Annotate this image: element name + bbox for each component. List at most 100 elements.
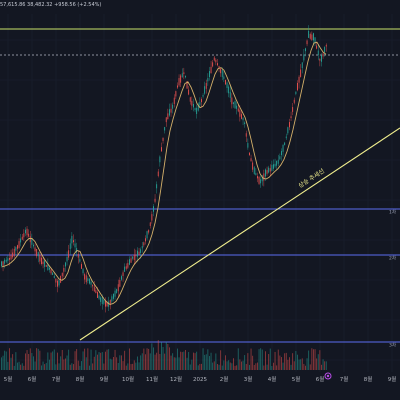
candle-body: [231, 97, 233, 105]
candle-body: [185, 75, 186, 78]
volume-bar: [269, 348, 271, 370]
volume-bar: [237, 348, 239, 370]
volume-bar: [212, 362, 214, 370]
x-axis-label: 2025: [193, 377, 207, 383]
candle-body: [301, 62, 303, 69]
volume-bar: [60, 356, 62, 370]
volume-bar: [44, 364, 46, 370]
volume-bar: [12, 354, 14, 370]
candle-body: [201, 99, 202, 103]
candle-body: [260, 179, 262, 184]
volume-bar: [89, 365, 90, 370]
candle-body: [10, 255, 12, 260]
event-marker-dot: [326, 374, 330, 378]
candle-body: [172, 104, 174, 109]
volume-bar: [233, 358, 234, 370]
candle-body: [180, 75, 182, 83]
volume-bar: [125, 365, 127, 370]
volume-bar: [61, 349, 63, 370]
volume-bar: [317, 354, 319, 370]
volume-bar: [63, 359, 65, 370]
moving-average-line: [1, 41, 327, 305]
volume-bar: [218, 364, 220, 370]
volume-bar: [20, 364, 22, 370]
candle-body: [121, 276, 122, 280]
volume-bar: [114, 349, 116, 370]
volume-bar: [322, 359, 324, 370]
event-marker-icon: [324, 372, 332, 380]
candle-body: [15, 247, 17, 251]
candle-body: [101, 296, 103, 305]
volume-bar: [273, 362, 274, 370]
x-axis-label: 3월: [244, 375, 253, 383]
candle-body: [77, 253, 79, 258]
candle-body: [114, 290, 116, 297]
candle-body: [244, 122, 246, 125]
candle-body: [129, 259, 130, 265]
candle-body: [213, 57, 215, 61]
candle-body: [161, 147, 162, 152]
candle-body: [5, 259, 7, 262]
volume-bar: [298, 359, 300, 370]
candle-body: [153, 206, 154, 212]
volume-bar: [97, 354, 98, 370]
candle-body: [146, 231, 148, 239]
volume-bar: [76, 349, 78, 370]
volume-bar: [220, 350, 222, 370]
volume-bar: [239, 359, 241, 370]
volume-bar: [255, 363, 257, 370]
candle-body: [229, 91, 231, 98]
candle-body: [279, 156, 281, 160]
candle-body: [76, 248, 78, 253]
volume-bar: [129, 348, 130, 370]
volume-bar: [29, 348, 31, 370]
volume-bar: [138, 362, 140, 370]
volume-bar: [101, 352, 103, 370]
volume-bar: [271, 365, 273, 370]
candle-body: [276, 160, 278, 166]
volume-bar: [241, 361, 242, 370]
x-axis-label: 5월: [292, 375, 301, 383]
candle-body: [124, 266, 126, 272]
volume-bar: [33, 356, 34, 370]
volume-bar: [263, 365, 265, 370]
volume-bar: [250, 348, 252, 370]
volume-bar: [9, 348, 10, 370]
candle-body: [17, 245, 18, 249]
volume-bar: [109, 358, 111, 370]
candle-body: [204, 86, 206, 94]
candle-body: [165, 117, 167, 123]
candle-body: [274, 163, 276, 167]
candle-body: [98, 295, 100, 299]
candle-body: [42, 261, 44, 265]
candle-body: [285, 136, 287, 139]
candle-body: [2, 261, 4, 266]
volume-bar: [210, 352, 212, 370]
candle-body: [93, 286, 95, 292]
volume-bar: [221, 365, 223, 370]
volume-bar: [225, 355, 226, 370]
volume-bar: [117, 362, 119, 370]
volume-bar: [66, 355, 68, 370]
volume-bar: [234, 365, 236, 370]
volume-bar: [193, 352, 194, 370]
candle-body: [282, 144, 284, 152]
candle-body: [113, 293, 114, 299]
volume-bar: [253, 364, 255, 370]
volume-bar: [15, 352, 17, 370]
x-axis-label: 7월: [340, 375, 349, 383]
volume-bar: [10, 357, 12, 370]
candle-body: [233, 102, 234, 104]
candle-body: [79, 259, 81, 262]
candle-body: [309, 33, 311, 39]
volume-bar: [41, 365, 42, 370]
volume-bar: [274, 351, 276, 370]
volume-bar: [25, 353, 26, 370]
candle-body: [151, 214, 153, 221]
candle-body: [249, 152, 250, 156]
candle-body: [217, 63, 218, 66]
volume-bar: [105, 351, 106, 370]
volume-bar: [7, 361, 9, 370]
